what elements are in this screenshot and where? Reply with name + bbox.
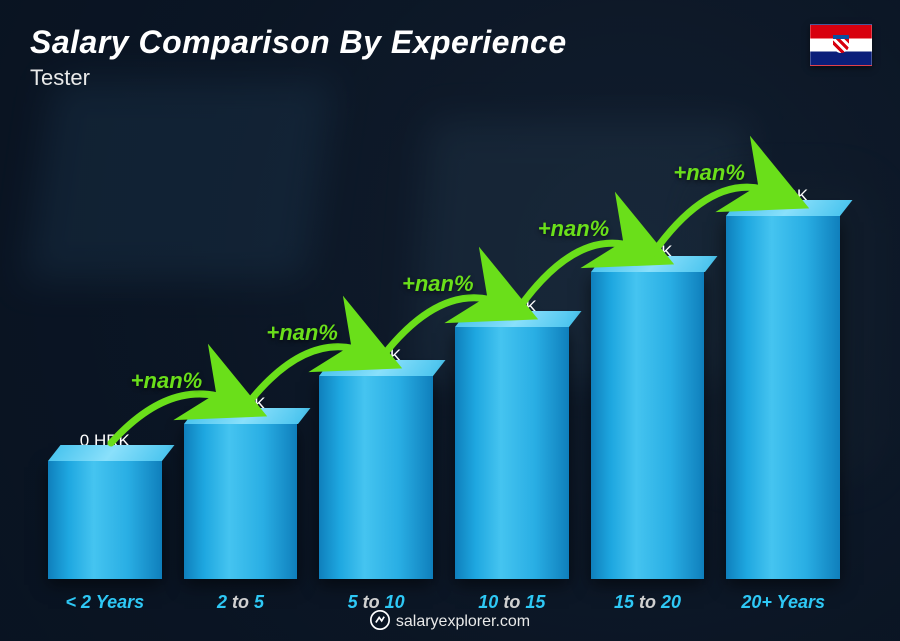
bar-2: 0 HRK5 to 10 [319, 346, 433, 580]
bar-rect [48, 461, 162, 579]
logo-icon [370, 610, 390, 630]
bar-4: 0 HRK15 to 20 [591, 242, 705, 579]
bar-1: 0 HRK2 to 5 [184, 394, 298, 579]
delta-label: +nan% [538, 216, 610, 242]
flag-croatia-icon [810, 24, 872, 66]
delta-label: +nan% [131, 368, 203, 394]
bar-0: 0 HRK< 2 Years [48, 431, 162, 579]
bar-rect [455, 327, 569, 579]
delta-label: +nan% [402, 271, 474, 297]
footer-site: salaryexplorer.com [396, 613, 530, 630]
delta-label: +nan% [673, 160, 745, 186]
bar-chart: 0 HRK< 2 Years0 HRK2 to 50 HRK5 to 100 H… [48, 119, 840, 579]
bar-rect [726, 216, 840, 579]
chart-subtitle: Tester [30, 65, 567, 91]
bar-3: 0 HRK10 to 15 [455, 297, 569, 579]
delta-label: +nan% [266, 320, 338, 346]
bar-5: 0 HRK20+ Years [726, 186, 840, 579]
footer: salaryexplorer.com [0, 610, 900, 631]
chart-title: Salary Comparison By Experience [30, 24, 567, 61]
bar-rect [319, 376, 433, 580]
flag-shield-icon [833, 35, 849, 53]
bar-rect [591, 272, 705, 579]
bar-rect [184, 424, 298, 579]
header: Salary Comparison By Experience Tester [30, 24, 567, 91]
